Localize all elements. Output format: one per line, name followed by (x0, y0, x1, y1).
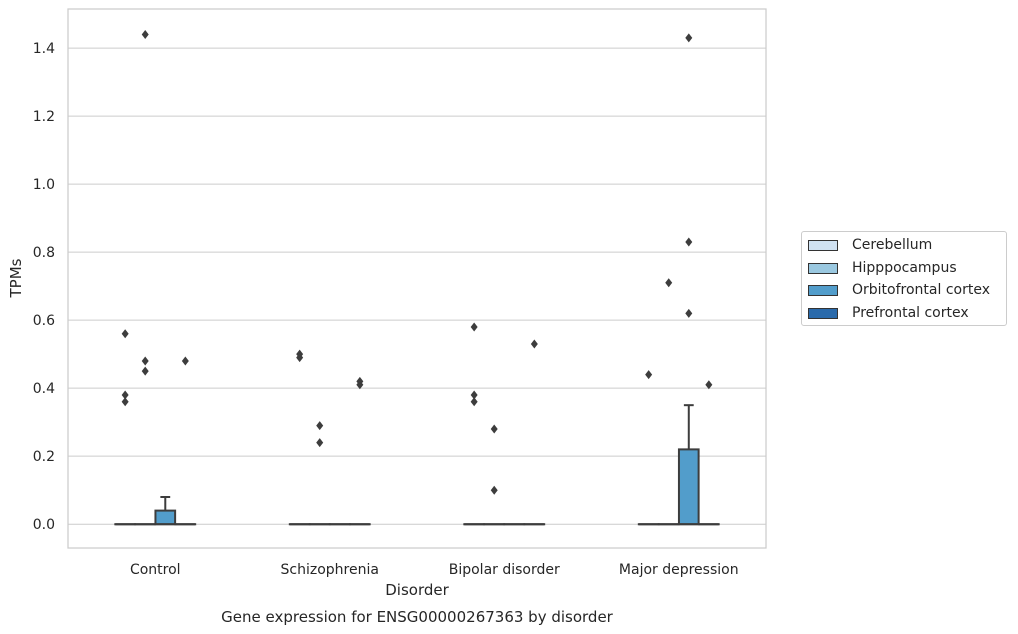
outlier-point (121, 397, 129, 407)
box-group (154, 495, 177, 526)
legend-item-cerebellum: Cerebellum (808, 235, 932, 255)
box-group (114, 329, 136, 526)
outlier-point (141, 356, 149, 366)
x-tick-label: Bipolar disorder (449, 562, 560, 578)
outlier-point (141, 366, 149, 376)
outlier-point (685, 308, 693, 318)
legend-label: Orbitofrontal cortex (852, 282, 990, 298)
plot-area (68, 9, 766, 548)
x-tick-label: Schizophrenia (281, 562, 379, 578)
y-tick-label: 0.0 (33, 517, 55, 533)
outlier-point (685, 33, 693, 43)
legend-label: Hipppocampus (852, 260, 957, 276)
legend-item-prefrontal-cortex: Prefrontal cortex (808, 303, 969, 323)
outlier-point (181, 356, 189, 366)
x-ticks: Control Schizophrenia Bipolar disorder Majo… (130, 562, 739, 578)
box-group (288, 349, 311, 526)
box (677, 448, 700, 526)
legend-label: Cerebellum (852, 237, 933, 253)
y-tick-label: 1.2 (33, 109, 55, 125)
box-group (677, 33, 700, 526)
boxes (114, 30, 720, 526)
x-axis-label: Disorder (385, 581, 449, 599)
box-group (523, 339, 546, 526)
outlier-point (141, 30, 149, 40)
outlier-point (316, 438, 324, 448)
chart-title: Gene expression for ENSG00000267363 by d… (221, 608, 614, 626)
y-tick-label: 0.4 (33, 381, 55, 397)
outlier-point (490, 424, 498, 434)
outlier-point (665, 278, 673, 288)
outlier-point (530, 339, 538, 349)
y-tick-label: 0.2 (33, 449, 55, 465)
legend: Cerebellum Hipppocampus Orbitofrontal co… (801, 231, 1007, 326)
legend-item-orbitofrontal-cortex: Orbitofrontal cortex (808, 280, 990, 300)
outlier-point (645, 370, 653, 380)
y-axis-label: TPMs (7, 258, 25, 298)
outlier-point (685, 237, 693, 247)
outlier-point (121, 390, 129, 400)
outlier-point (316, 421, 324, 431)
y-tick-label: 0.6 (33, 313, 55, 329)
box-group (698, 380, 720, 526)
outlier-point (356, 380, 364, 390)
legend-swatch (808, 239, 838, 251)
y-ticks: 0.0 0.2 0.4 0.6 0.8 1.0 1.2 1.4 (33, 41, 55, 533)
box-group (483, 424, 506, 526)
x-tick-label: Control (130, 562, 181, 578)
legend-label: Prefrontal cortex (852, 305, 969, 321)
outlier-point (296, 353, 304, 363)
box-group (134, 30, 157, 526)
y-tick-label: 1.0 (33, 177, 55, 193)
outlier-point (470, 390, 478, 400)
legend-swatch (808, 307, 838, 319)
outlier-point (705, 380, 713, 390)
outlier-point (470, 322, 478, 332)
y-tick-label: 1.4 (33, 41, 55, 57)
x-tick-label: Major depression (619, 562, 739, 578)
legend-item-hippocampus: Hipppocampus (808, 258, 957, 278)
outlier-point (490, 485, 498, 495)
box-group (174, 356, 197, 526)
box (154, 509, 177, 526)
outlier-point (121, 329, 129, 339)
plot-frame (67, 8, 767, 549)
legend-swatch (808, 262, 838, 274)
legend-swatch (808, 284, 838, 296)
outlier-point (470, 397, 478, 407)
y-tick-label: 0.8 (33, 245, 55, 261)
box-group (349, 376, 371, 526)
